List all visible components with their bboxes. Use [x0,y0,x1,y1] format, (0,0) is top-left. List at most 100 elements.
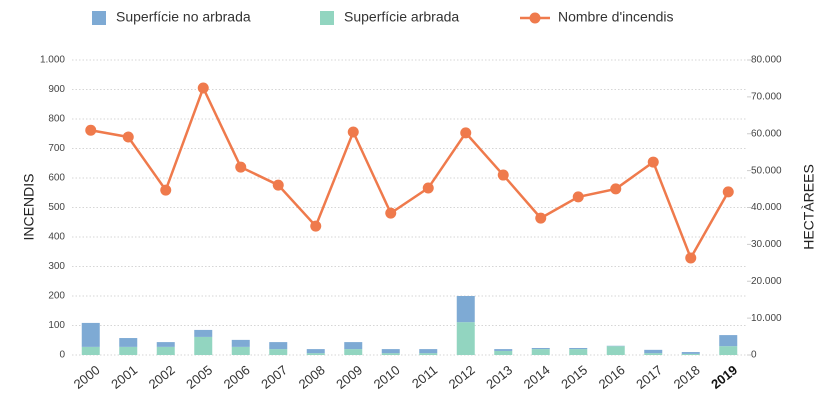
line [90,84,730,261]
bar [719,346,738,355]
y2-axis-label: HECTÀREES [801,164,817,250]
line-marker [647,156,659,168]
x-tick-label: 2002 [146,362,178,392]
x-tick-label: 2018 [671,362,703,392]
x-tick-label: 2017 [633,362,665,392]
x-tick-label: 2010 [371,362,403,392]
x-tick-label: 2012 [446,362,478,392]
line-marker [160,184,172,196]
bar [269,342,288,350]
y-tick-label: 700 [48,143,65,154]
bar [81,346,100,355]
bar [269,349,288,355]
x-tick-label: 2014 [521,362,553,392]
y-tick-label: 300 [48,261,65,272]
y2-tick-label: 60.000 [751,128,782,139]
line-marker [122,131,134,143]
legend-swatch [92,11,106,25]
bar [531,347,550,350]
y2-tick-label: 40.000 [751,202,782,213]
bar [156,342,175,347]
y2-tick-label: 0 [751,350,757,361]
bar [456,322,475,355]
legend-label: Nombre d'incendis [558,9,674,25]
line-marker [385,207,397,219]
y-tick-label: 100 [48,320,65,331]
line-marker [460,127,472,139]
y-tick-label: 900 [48,84,65,95]
y2-tick-label: 10.000 [751,313,782,324]
bar [381,353,400,355]
y-tick-label: 500 [48,202,65,213]
bar [644,353,663,355]
bar [81,322,100,347]
line-marker [610,183,622,195]
y-axis-label: INCENDIS [21,174,37,241]
bar [306,349,325,354]
y-tick-label: 1.000 [40,55,65,66]
y2-tick-label: 70.000 [751,92,782,103]
x-tick-label: 2008 [296,362,328,392]
line-marker [535,212,547,224]
line-marker [572,191,584,203]
line-marker [347,126,359,138]
line-marker [197,82,209,94]
line-marker [497,169,509,181]
bar [606,346,625,355]
y-tick-label: 600 [48,173,65,184]
line-marker [685,252,697,264]
bar [156,346,175,355]
bar [681,353,700,355]
line-marker [235,161,247,173]
y2-tick-label: 80.000 [751,55,782,66]
x-tick-label: 2005 [183,362,215,392]
bar [419,353,438,355]
y-tick-label: 0 [59,350,65,361]
bar [344,342,363,350]
x-tick-label: 2013 [483,362,515,392]
line-marker [85,124,97,136]
x-tick-label: 2007 [258,362,290,392]
x-tick-label: 2016 [596,362,628,392]
bar [344,349,363,355]
y2-tick-label: 50.000 [751,165,782,176]
y-tick-label: 200 [48,291,65,302]
bar [381,349,400,354]
line-marker [272,179,284,191]
bar [231,346,250,355]
bar [119,346,138,355]
bar [456,296,475,323]
bar [569,347,588,350]
legend-label: Superfície no arbrada [116,9,251,25]
x-tick-label: 2015 [558,362,590,392]
bar [194,336,213,355]
y-tick-label: 400 [48,232,65,243]
bar [419,349,438,354]
bar [531,349,550,355]
line-marker [722,186,734,198]
legend-swatch [320,11,334,25]
x-tick-label: 2001 [108,362,140,392]
x-tick-label: 2000 [71,362,103,392]
bar [494,349,513,351]
y2-tick-label: 20.000 [751,276,782,287]
legend-marker [529,12,541,24]
x-tick-label: 2019 [708,362,740,392]
bar [569,349,588,355]
x-tick-label: 2009 [333,362,365,392]
bar [681,352,700,354]
y-tick-label: 800 [48,114,65,125]
bar [644,349,663,354]
x-tick-label: 2006 [221,362,253,392]
line-marker [422,182,434,194]
x-tick-label: 2011 [409,362,440,391]
y2-tick-label: 30.000 [751,239,782,250]
bar [306,353,325,355]
line-marker [310,220,322,232]
bar [494,350,513,355]
bar [719,335,738,347]
legend-label: Superfície arbrada [344,9,459,25]
bar [194,329,213,337]
bar [231,339,250,347]
